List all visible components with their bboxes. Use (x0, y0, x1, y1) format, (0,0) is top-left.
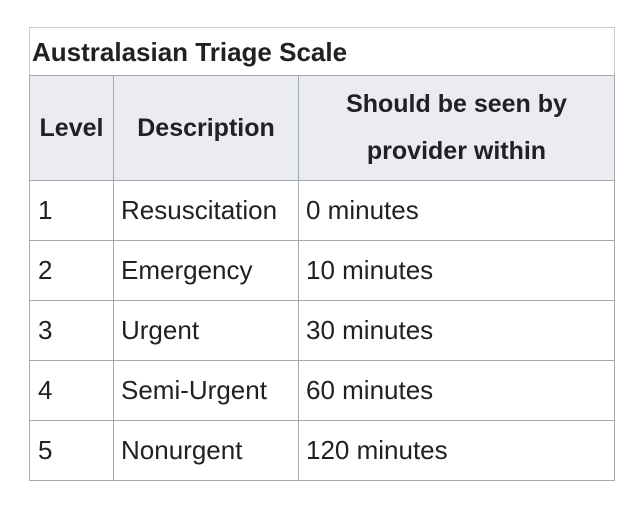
cell-level: 5 (29, 420, 114, 481)
cell-description: Resuscitation (113, 180, 299, 241)
cell-seen-within: 0 minutes (298, 180, 615, 241)
header-description: Description (113, 75, 299, 181)
table-row: 4 Semi-Urgent 60 minutes (29, 360, 615, 421)
cell-seen-within: 10 minutes (298, 240, 615, 301)
cell-seen-within: 60 minutes (298, 360, 615, 421)
cell-description: Emergency (113, 240, 299, 301)
cell-level: 3 (29, 300, 114, 361)
header-row: Level Description Should be seen by prov… (29, 75, 615, 181)
table-caption: Australasian Triage Scale (29, 27, 615, 75)
cell-seen-within: 120 minutes (298, 420, 615, 481)
table-row: 3 Urgent 30 minutes (29, 300, 615, 361)
table-row: 5 Nonurgent 120 minutes (29, 420, 615, 481)
cell-description: Urgent (113, 300, 299, 361)
cell-description: Semi-Urgent (113, 360, 299, 421)
header-seen-within: Should be seen by provider within (298, 75, 615, 181)
triage-table: Australasian Triage Scale Level Descript… (29, 27, 615, 481)
cell-seen-within: 30 minutes (298, 300, 615, 361)
cell-level: 4 (29, 360, 114, 421)
cell-description: Nonurgent (113, 420, 299, 481)
cell-level: 1 (29, 180, 114, 241)
header-level: Level (29, 75, 114, 181)
cell-level: 2 (29, 240, 114, 301)
triage-table-container: Australasian Triage Scale Level Descript… (29, 27, 615, 481)
table-row: 2 Emergency 10 minutes (29, 240, 615, 301)
table-row: 1 Resuscitation 0 minutes (29, 180, 615, 241)
